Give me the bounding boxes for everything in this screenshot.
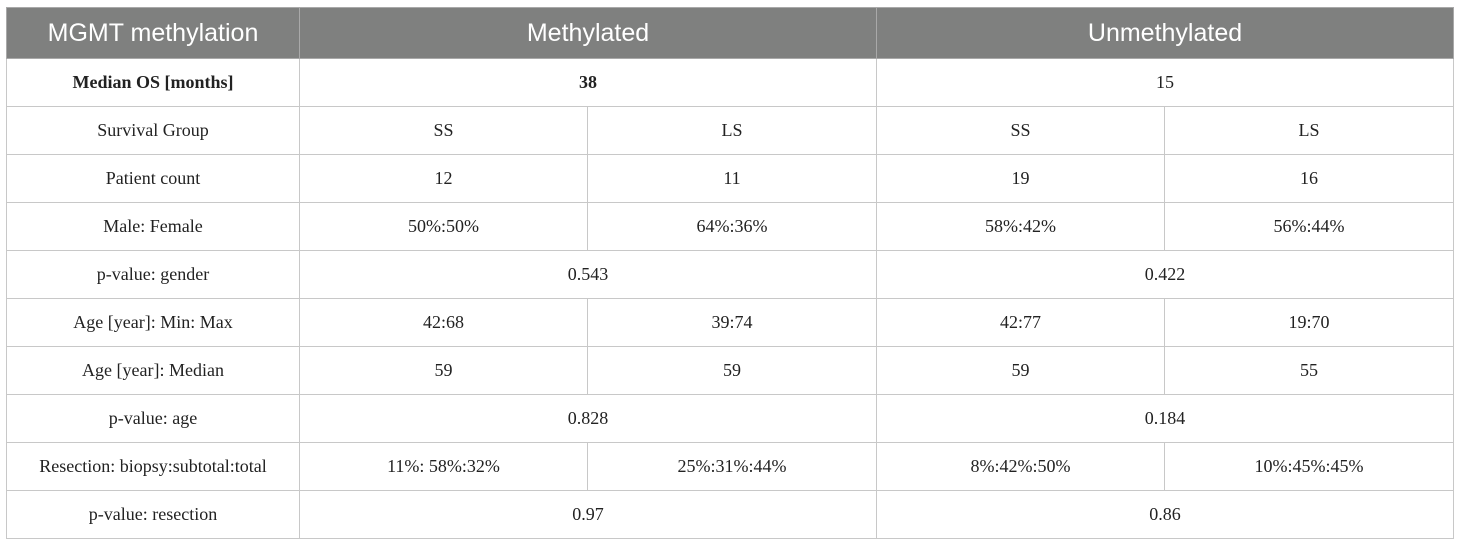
cell-age-min-max-m-ss: 42:68: [299, 298, 588, 347]
row-label-median-os: Median OS [months]: [6, 58, 300, 107]
table-row-patient-count: Patient count 12 11 19 16: [6, 154, 1455, 203]
cell-resection-m-ls: 25%:31%:44%: [586, 442, 878, 491]
cell-p-value-age-methylated: 0.828: [298, 394, 878, 443]
row-label-resection: Resection: biopsy:subtotal:total: [6, 442, 300, 491]
cell-survival-group-m-ls: LS: [586, 106, 878, 155]
table-row-male-female: Male: Female 50%:50% 64%:36% 58%:42% 56%…: [6, 202, 1455, 251]
row-label-p-value-resection: p-value: resection: [6, 490, 300, 539]
row-label-p-value-age: p-value: age: [6, 394, 300, 443]
cell-resection-m-ss: 11%: 58%:32%: [299, 442, 588, 491]
cell-male-female-u-ss: 58%:42%: [876, 202, 1166, 251]
table-row-age-median: Age [year]: Median 59 59 59 55: [6, 346, 1455, 395]
row-label-male-female: Male: Female: [6, 202, 300, 251]
cell-median-os-unmethylated: 15: [876, 58, 1455, 107]
cell-male-female-m-ls: 64%:36%: [586, 202, 878, 251]
table-row-survival-group: Survival Group SS LS SS LS: [6, 106, 1455, 155]
cell-patient-count-u-ls: 16: [1164, 154, 1455, 203]
cell-survival-group-u-ls: LS: [1164, 106, 1455, 155]
cell-male-female-u-ls: 56%:44%: [1164, 202, 1455, 251]
table-row-median-os: Median OS [months] 38 15: [6, 58, 1455, 107]
cell-age-min-max-u-ls: 19:70: [1164, 298, 1455, 347]
cell-p-value-resection-methylated: 0.97: [298, 490, 878, 539]
cell-survival-group-m-ss: SS: [299, 106, 588, 155]
header-methylated: Methylated: [298, 7, 878, 59]
cell-age-min-max-u-ss: 42:77: [876, 298, 1166, 347]
header-mgmt-methylation: MGMT methylation: [6, 7, 300, 59]
cell-median-os-methylated: 38: [298, 58, 878, 107]
header-row: MGMT methylation Methylated Unmethylated: [6, 7, 1455, 59]
cell-resection-u-ls: 10%:45%:45%: [1164, 442, 1455, 491]
row-label-survival-group: Survival Group: [6, 106, 300, 155]
cell-survival-group-u-ss: SS: [876, 106, 1166, 155]
cell-male-female-m-ss: 50%:50%: [299, 202, 588, 251]
cell-p-value-age-unmethylated: 0.184: [876, 394, 1455, 443]
cell-p-value-gender-methylated: 0.543: [298, 250, 878, 299]
cell-resection-u-ss: 8%:42%:50%: [876, 442, 1166, 491]
table-row-p-value-gender: p-value: gender 0.543 0.422: [6, 250, 1455, 299]
table-row-age-min-max: Age [year]: Min: Max 42:68 39:74 42:77 1…: [6, 298, 1455, 347]
row-label-age-min-max: Age [year]: Min: Max: [6, 298, 300, 347]
row-label-p-value-gender: p-value: gender: [6, 250, 300, 299]
row-label-patient-count: Patient count: [6, 154, 300, 203]
row-label-age-median: Age [year]: Median: [6, 346, 300, 395]
table-row-p-value-age: p-value: age 0.828 0.184: [6, 394, 1455, 443]
cell-p-value-resection-unmethylated: 0.86: [876, 490, 1455, 539]
cell-age-median-m-ss: 59: [299, 346, 588, 395]
cell-p-value-gender-unmethylated: 0.422: [876, 250, 1455, 299]
cell-age-median-m-ls: 59: [586, 346, 878, 395]
cell-patient-count-m-ss: 12: [299, 154, 588, 203]
cell-age-median-u-ss: 59: [876, 346, 1166, 395]
mgmt-methylation-table: MGMT methylation Methylated Unmethylated…: [6, 7, 1455, 539]
cell-patient-count-m-ls: 11: [586, 154, 878, 203]
cell-age-median-u-ls: 55: [1164, 346, 1455, 395]
header-unmethylated: Unmethylated: [876, 7, 1455, 59]
cell-patient-count-u-ss: 19: [876, 154, 1166, 203]
table-row-resection: Resection: biopsy:subtotal:total 11%: 58…: [6, 442, 1455, 491]
table-row-p-value-resection: p-value: resection 0.97 0.86: [6, 490, 1455, 539]
cell-age-min-max-m-ls: 39:74: [586, 298, 878, 347]
